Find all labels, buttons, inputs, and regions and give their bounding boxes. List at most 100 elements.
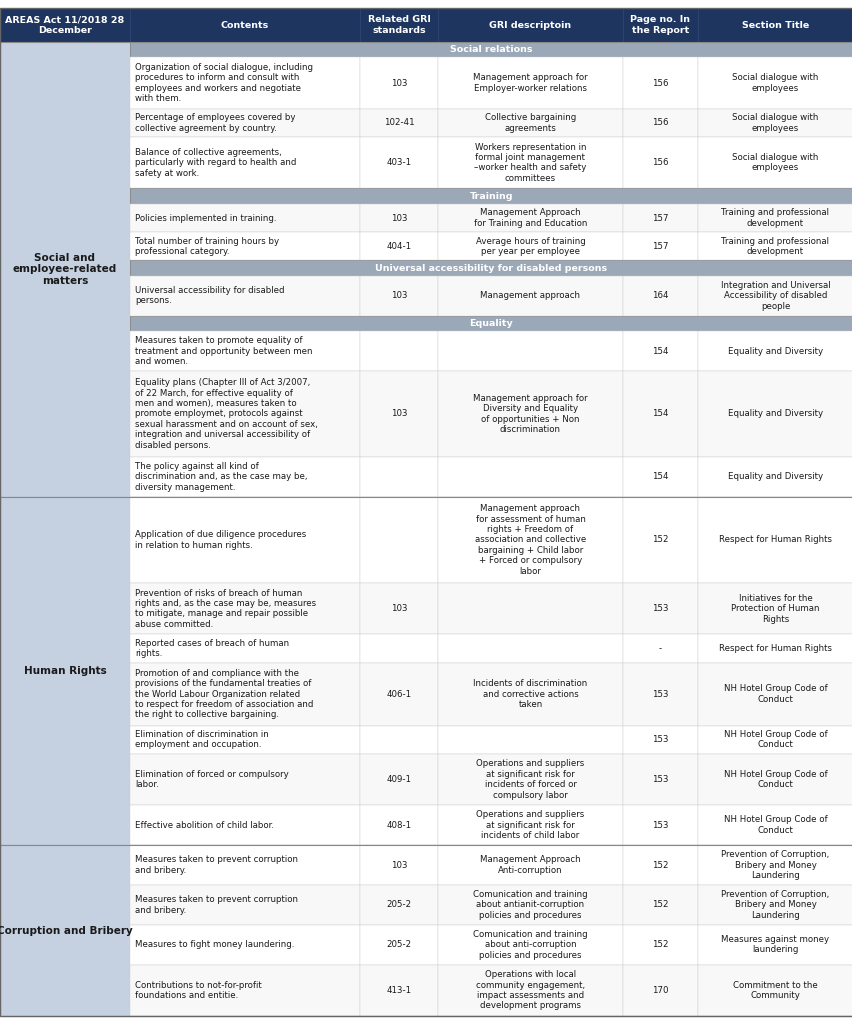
Bar: [360, 331, 437, 371]
Text: Initiatives for the
Protection of Human
Rights: Initiatives for the Protection of Human …: [730, 594, 819, 624]
Text: 164: 164: [652, 291, 668, 300]
Text: Contents: Contents: [221, 20, 269, 30]
Text: Prevention of risks of breach of human
rights and, as the case may be, measures
: Prevention of risks of breach of human r…: [135, 589, 316, 629]
Bar: [697, 457, 852, 497]
Bar: [437, 925, 622, 965]
Text: 156: 156: [652, 119, 668, 127]
Bar: [360, 726, 437, 754]
Bar: [622, 925, 697, 965]
Bar: [360, 663, 437, 726]
Bar: [437, 137, 622, 188]
Text: Reported cases of breach of human
rights.: Reported cases of breach of human rights…: [135, 639, 289, 658]
Text: 152: 152: [652, 536, 668, 545]
Bar: [0, 845, 852, 1016]
Bar: [622, 663, 697, 726]
Bar: [360, 885, 437, 925]
Bar: [360, 583, 437, 634]
Text: Operations with local
community engagement,
impact assessments and
development p: Operations with local community engageme…: [475, 970, 584, 1011]
Bar: [130, 137, 360, 188]
Text: 153: 153: [652, 775, 668, 784]
Bar: [697, 109, 852, 137]
Text: Workers representation in
formal joint management
–worker health and safety
comm: Workers representation in formal joint m…: [474, 142, 586, 183]
Bar: [130, 371, 360, 457]
Text: Respect for Human Rights: Respect for Human Rights: [718, 644, 831, 653]
Bar: [360, 965, 437, 1016]
Text: Management Approach
for Training and Education: Management Approach for Training and Edu…: [473, 208, 586, 227]
Text: 404-1: 404-1: [386, 242, 411, 251]
Text: 403-1: 403-1: [386, 159, 411, 167]
Bar: [697, 371, 852, 457]
Text: Organization of social dialogue, including
procedures to inform and consult with: Organization of social dialogue, includi…: [135, 63, 313, 103]
Text: Integration and Universal
Accessibility of disabled
people: Integration and Universal Accessibility …: [720, 281, 829, 310]
Bar: [130, 845, 852, 1016]
Text: Social dialogue with
employees: Social dialogue with employees: [732, 153, 818, 172]
Text: Equality plans (Chapter III of Act 3/2007,
of 22 March, for effective equality o: Equality plans (Chapter III of Act 3/200…: [135, 378, 318, 450]
Bar: [697, 754, 852, 805]
Bar: [622, 204, 697, 232]
Bar: [437, 57, 622, 109]
Text: 205-2: 205-2: [386, 900, 411, 909]
Text: Equality and Diversity: Equality and Diversity: [727, 472, 822, 481]
Bar: [697, 497, 852, 583]
Bar: [622, 583, 697, 634]
Bar: [622, 754, 697, 805]
Bar: [437, 109, 622, 137]
Bar: [437, 331, 622, 371]
Bar: [130, 8, 360, 42]
Bar: [697, 331, 852, 371]
Bar: [130, 845, 360, 885]
Bar: [130, 315, 852, 331]
Text: Comunication and training
about antianit-corruption
policies and procedures: Comunication and training about antianit…: [473, 890, 587, 920]
Text: Collective bargaining
agreements: Collective bargaining agreements: [484, 114, 575, 133]
Bar: [437, 497, 622, 583]
Text: Training: Training: [469, 191, 513, 201]
Bar: [130, 965, 360, 1016]
Bar: [130, 204, 360, 232]
Text: Prevention of Corruption,
Bribery and Money
Laundering: Prevention of Corruption, Bribery and Mo…: [721, 850, 829, 880]
Text: 103: 103: [390, 79, 406, 88]
Text: 413-1: 413-1: [386, 986, 411, 994]
Bar: [697, 663, 852, 726]
Bar: [437, 885, 622, 925]
Text: Measures taken to prevent corruption
and bribery.: Measures taken to prevent corruption and…: [135, 855, 297, 874]
Bar: [622, 57, 697, 109]
Bar: [130, 42, 852, 57]
Text: Contributions to not-for-profit
foundations and entitie.: Contributions to not-for-profit foundati…: [135, 981, 262, 1000]
Bar: [130, 726, 360, 754]
Text: Management approach
for assessment of human
rights + Freedom of
association and : Management approach for assessment of hu…: [475, 504, 585, 575]
Text: AREAS Act 11/2018 28
December: AREAS Act 11/2018 28 December: [5, 15, 124, 35]
Bar: [130, 805, 360, 845]
Text: Average hours of training
per year per employee: Average hours of training per year per e…: [475, 237, 584, 256]
Text: Promotion of and compliance with the
provisions of the fundamental treaties of
t: Promotion of and compliance with the pro…: [135, 669, 313, 720]
Text: 103: 103: [390, 860, 406, 869]
Bar: [437, 275, 622, 315]
Text: Measures taken to promote equality of
treatment and opportunity between men
and : Measures taken to promote equality of tr…: [135, 336, 312, 366]
Text: 409-1: 409-1: [386, 775, 411, 784]
Bar: [360, 109, 437, 137]
Text: Total number of training hours by
professional category.: Total number of training hours by profes…: [135, 237, 279, 256]
Bar: [437, 663, 622, 726]
Bar: [622, 137, 697, 188]
Text: 103: 103: [390, 214, 406, 222]
Text: Management approach: Management approach: [480, 291, 580, 300]
Bar: [622, 8, 697, 42]
Text: 152: 152: [652, 860, 668, 869]
Bar: [0, 497, 852, 845]
Text: 157: 157: [652, 242, 668, 251]
Bar: [622, 275, 697, 315]
Text: Operations and suppliers
at significant risk for
incidents of child labor: Operations and suppliers at significant …: [475, 810, 584, 840]
Text: Human Rights: Human Rights: [24, 666, 106, 676]
Bar: [130, 754, 360, 805]
Bar: [360, 805, 437, 845]
Bar: [622, 845, 697, 885]
Text: GRI descriptoin: GRI descriptoin: [489, 20, 571, 30]
Text: 102-41: 102-41: [383, 119, 414, 127]
Text: 156: 156: [652, 159, 668, 167]
Bar: [360, 497, 437, 583]
Bar: [130, 583, 360, 634]
Bar: [437, 457, 622, 497]
Text: Incidents of discrimination
and corrective actions
taken: Incidents of discrimination and correcti…: [473, 679, 587, 709]
Bar: [0, 42, 852, 497]
Text: NH Hotel Group Code of
Conduct: NH Hotel Group Code of Conduct: [722, 730, 826, 750]
Text: Universal accessibility for disabled persons: Universal accessibility for disabled per…: [375, 263, 607, 272]
